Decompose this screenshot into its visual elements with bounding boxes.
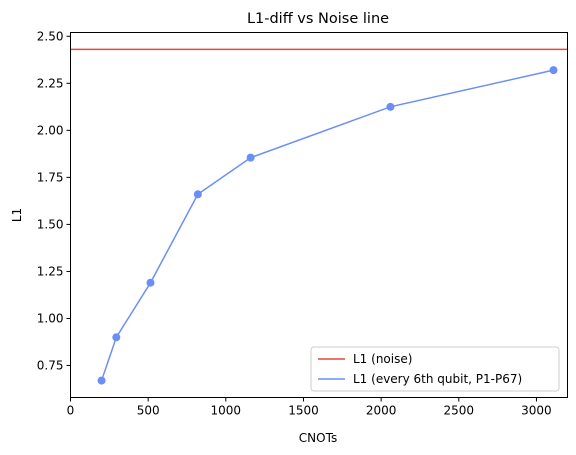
- x-tick-label: 3000: [521, 404, 552, 418]
- legend-label: L1 (every 6th qubit, P1-P67): [353, 372, 522, 386]
- data-point: [246, 153, 255, 162]
- legend: L1 (noise) L1 (every 6th qubit, P1-P67): [310, 346, 560, 392]
- plot-frame: [70, 32, 568, 398]
- y-axis-label: L1: [10, 208, 24, 222]
- legend-box: [310, 346, 560, 392]
- y-axis: 0.75 1.00 1.25 1.50 1.75 2.00 2.25 2.50: [37, 29, 71, 373]
- data-point: [193, 190, 202, 199]
- y-tick-label: 2.00: [37, 123, 64, 137]
- data-point: [97, 376, 106, 385]
- y-tick-label: 1.25: [37, 264, 64, 278]
- plot-area: [70, 48, 568, 385]
- x-tick-label: 2000: [366, 404, 397, 418]
- x-axis-label: CNOTs: [299, 431, 337, 445]
- data-point: [386, 102, 395, 111]
- data-point: [112, 333, 121, 342]
- x-tick-label: 2500: [444, 404, 475, 418]
- y-tick-label: 1.50: [37, 217, 64, 231]
- chart-title: L1-diff vs Noise line: [247, 11, 389, 27]
- y-tick-label: 2.25: [37, 76, 64, 90]
- x-tick-label: 500: [137, 404, 160, 418]
- y-tick-label: 1.75: [37, 170, 64, 184]
- y-tick-label: 2.50: [37, 29, 64, 43]
- y-tick-label: 0.75: [37, 359, 64, 373]
- y-tick-label: 1.00: [37, 311, 64, 325]
- data-point: [146, 278, 155, 287]
- legend-label: L1 (noise): [353, 352, 412, 366]
- data-point: [549, 66, 558, 75]
- x-tick-label: 1500: [288, 404, 319, 418]
- x-tick-label: 0: [67, 404, 75, 418]
- x-axis: 0 500 1000 1500 2000 2500 3000: [67, 397, 552, 418]
- x-tick-label: 1000: [211, 404, 242, 418]
